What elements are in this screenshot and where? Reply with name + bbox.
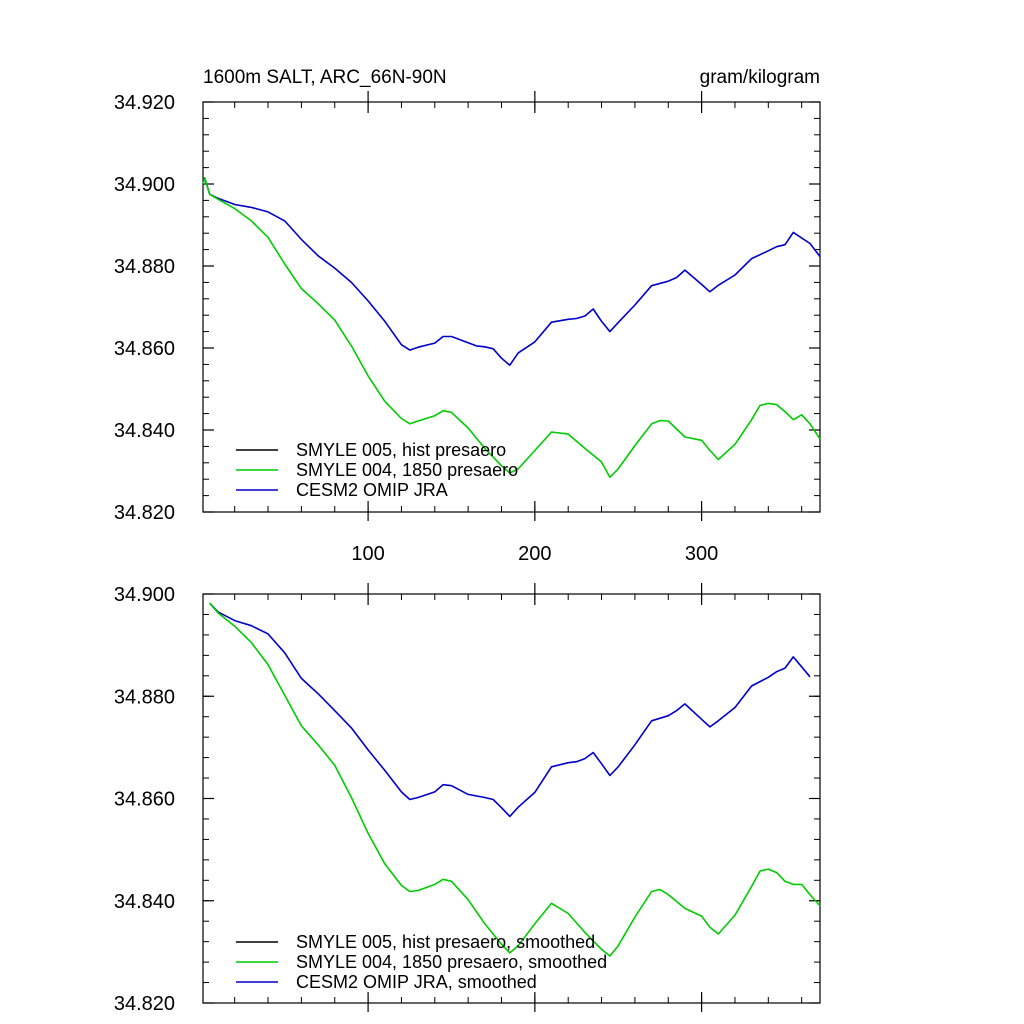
y-tick-label: 34.880 xyxy=(114,256,175,278)
y-tick-label: 34.920 xyxy=(114,92,175,114)
y-tick-label: 34.860 xyxy=(114,338,175,360)
y-tick-label: 34.820 xyxy=(114,502,175,524)
legend-label: SMYLE 004, 1850 presaero, smoothed xyxy=(296,952,607,972)
series-line xyxy=(209,602,821,957)
legend-label: CESM2 OMIP JRA xyxy=(296,480,448,500)
chart-title: 1600m SALT, ARC_66N-90N xyxy=(203,67,447,88)
x-tick-label: 100 xyxy=(351,543,384,565)
units-label: gram/kilogram xyxy=(700,67,820,88)
bottom-panel: 34.820 34.840 34.860 34.880 34.900 SMYLE 005,… xyxy=(114,583,821,1015)
y-tick-label: 34.900 xyxy=(114,174,175,196)
y-tick-label: 34.840 xyxy=(114,891,175,913)
y-tick-label: 34.880 xyxy=(114,686,175,708)
series-line xyxy=(202,177,821,479)
legend-label: SMYLE 005, hist presaero, smoothed xyxy=(296,932,595,952)
series-line xyxy=(209,602,811,818)
y-tick-label: 34.820 xyxy=(114,993,175,1015)
y-tick-label: 34.840 xyxy=(114,420,175,442)
x-tick-label: 300 xyxy=(685,543,718,565)
series-line xyxy=(202,177,821,367)
x-tick-label: 200 xyxy=(518,543,551,565)
plot-frame xyxy=(202,101,821,513)
y-tick-label: 34.900 xyxy=(114,584,175,606)
legend-label: SMYLE 005, hist presaero xyxy=(296,440,506,460)
legend-label: SMYLE 004, 1850 presaero xyxy=(296,460,518,480)
top-panel: 34.820 34.840 34.860 34.880 34.900 34.920 100 2… xyxy=(114,91,821,565)
legend-label: CESM2 OMIP JRA, smoothed xyxy=(296,972,537,992)
y-tick-label: 34.860 xyxy=(114,789,175,811)
